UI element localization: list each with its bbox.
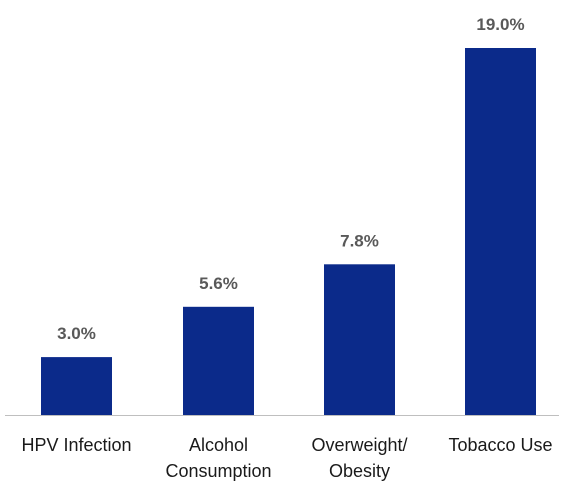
category-labels-group: HPV Infection Alcohol Consumption Overweigh…	[21, 435, 552, 481]
category-label-line: Overweight/	[311, 435, 407, 455]
bar-value-label: 3.0%	[57, 324, 96, 343]
bar-value-label: 5.6%	[199, 274, 238, 293]
bar-1	[41, 357, 112, 415]
bar-2	[183, 306, 254, 415]
category-label-line: Alcohol	[189, 435, 248, 455]
value-labels-group: 3.0% 5.6% 7.8% 19.0%	[57, 15, 524, 343]
category-label: Tobacco Use	[448, 435, 552, 455]
category-label: Alcohol Consumption	[165, 435, 271, 481]
bar-3	[324, 264, 395, 415]
category-label: Overweight/Obesity	[311, 435, 407, 481]
category-label-line: Obesity	[329, 461, 390, 481]
bar-value-label: 19.0%	[476, 15, 524, 34]
bars-group	[41, 48, 536, 415]
category-label-line: Consumption	[165, 461, 271, 481]
category-label-line: Tobacco Use	[448, 435, 552, 455]
bar-4	[465, 48, 536, 415]
bar-value-label: 7.8%	[340, 231, 379, 250]
category-label-line: HPV Infection	[21, 435, 131, 455]
category-label: HPV Infection	[21, 435, 131, 455]
